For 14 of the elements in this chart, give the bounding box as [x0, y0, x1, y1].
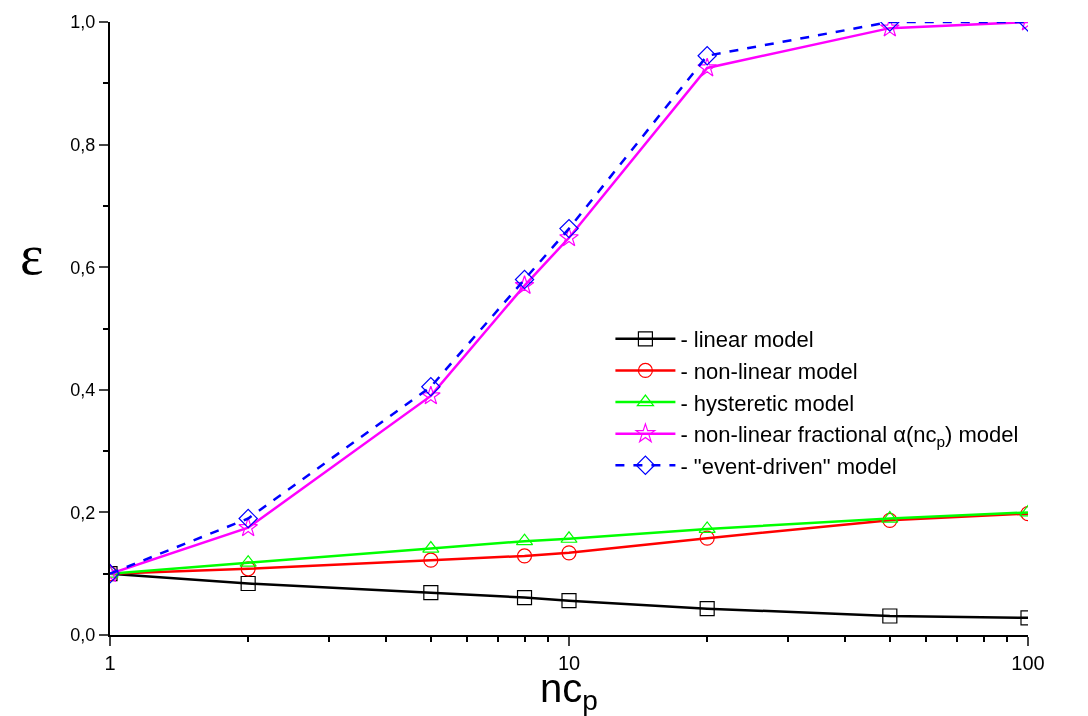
y-axis-title: ε — [20, 224, 44, 286]
y-tick-label: 0,8 — [70, 134, 96, 155]
legend-label: - non-linear model — [680, 359, 858, 385]
x-tick-label: 1 — [104, 652, 116, 674]
y-tick-label: 1,0 — [70, 12, 96, 33]
legend-label: - hysteretic model — [680, 390, 855, 416]
y-tick-label: 0,6 — [70, 257, 96, 278]
y-tick-label: 0,0 — [70, 625, 96, 646]
legend-label: - non-linear fractional α(nc$_{p}$) model — [680, 422, 1019, 450]
legend-label: - linear model — [680, 327, 814, 353]
legend-label: - "event-driven" model — [680, 453, 897, 479]
x-tick-label: 100 — [1011, 652, 1045, 674]
y-tick-label: 0,4 — [70, 380, 96, 401]
y-tick-label: 0,2 — [70, 502, 96, 523]
